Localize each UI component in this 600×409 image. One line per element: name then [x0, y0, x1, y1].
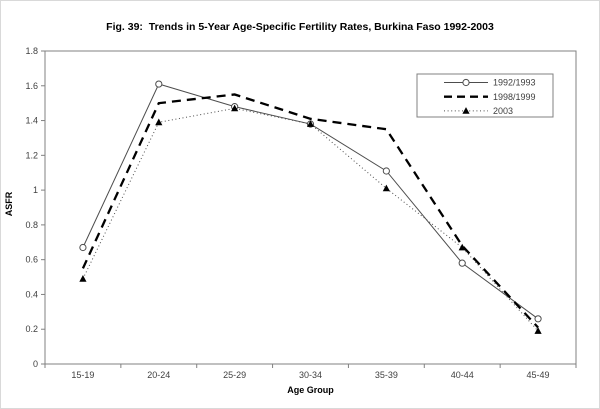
x-axis-tick-label: 15-19	[71, 370, 94, 380]
data-point-1992-1993	[155, 80, 163, 88]
data-point-1992-1993	[458, 259, 466, 267]
y-axis-tick-label: 0.2	[25, 324, 38, 334]
y-axis-tick-label: 0.8	[25, 220, 38, 230]
y-axis-title: ASFR	[4, 191, 14, 217]
series-2003-line	[82, 107, 539, 332]
legend-box	[416, 73, 554, 118]
legend-item-1998-1999: 1998/1999	[444, 92, 536, 102]
y-axis-tick-label: 1.8	[25, 46, 38, 56]
data-point-2003	[79, 274, 87, 282]
legend-label: 1992/1993	[493, 78, 536, 88]
x-axis-title: Age Group	[287, 385, 334, 395]
y-axis-tick-label: 0	[33, 359, 38, 369]
x-axis-tick-label: 45-49	[527, 370, 550, 380]
y-axis-tick-label: 1.4	[25, 116, 38, 126]
data-point-1992-1993	[534, 315, 542, 323]
y-axis-tick-label: 1.6	[25, 81, 38, 91]
data-point-2003	[458, 243, 466, 251]
plot-frame	[44, 50, 577, 365]
legend-label: 1998/1999	[493, 92, 536, 102]
y-axis-tick-label: 0.6	[25, 255, 38, 265]
data-point-2003	[231, 104, 239, 112]
x-axis-tick-label: 40-44	[451, 370, 474, 380]
x-axis-tick-label: 35-39	[375, 370, 398, 380]
data-point-1992-1993	[79, 243, 87, 252]
data-point-1992-1993	[382, 167, 390, 175]
legend-label: 2003	[493, 106, 513, 116]
x-axis-tick-label: 20-24	[147, 370, 170, 380]
x-axis-tick-label: 25-29	[223, 370, 246, 380]
chart-title: Fig. 39: Trends in 5-Year Age-Specific F…	[106, 21, 494, 33]
series-1998-1999-line	[81, 93, 539, 329]
legend: 1992/1993 1998/1999 2003	[416, 73, 554, 118]
data-point-2003	[306, 120, 315, 127]
x-axis-tick-label: 30-34	[299, 370, 322, 380]
series-2003	[79, 104, 542, 334]
data-point-2003	[155, 118, 163, 126]
data-point-2003	[534, 327, 542, 334]
legend-marker-2003	[462, 107, 470, 114]
legend-item-1992-1993: 1992/1993	[444, 78, 536, 88]
legend-item-2003: 2003	[444, 106, 513, 116]
series-1998-1999	[81, 93, 539, 329]
y-axis-tick-label: 1.2	[25, 150, 38, 160]
y-axis-tick-label: 0.4	[25, 289, 38, 299]
legend-marker-1992-1993	[462, 78, 470, 87]
data-point-2003	[382, 184, 390, 192]
y-axis-tick-label: 1	[33, 185, 38, 195]
